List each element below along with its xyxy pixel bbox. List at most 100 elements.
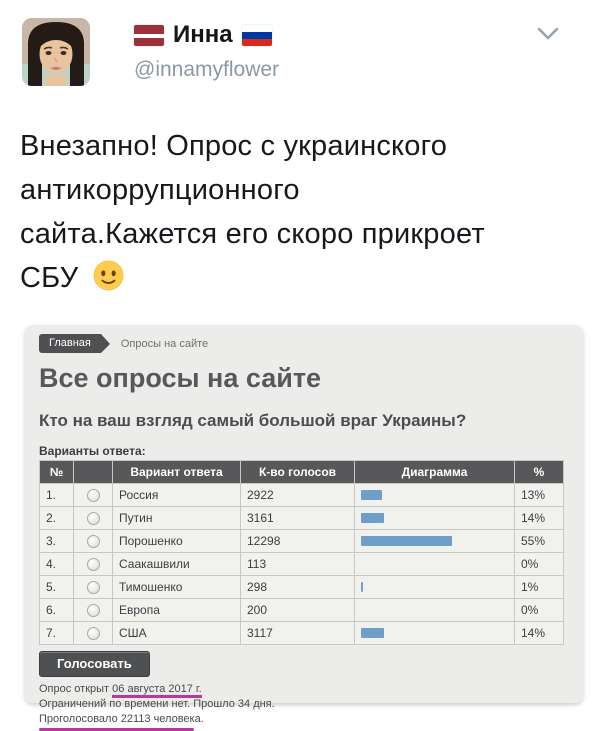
row-number: 7. xyxy=(39,621,74,645)
poll-opened-prefix: Опрос открыт xyxy=(39,683,113,695)
tweet-text-line: антикоррупционного xyxy=(20,174,300,206)
answers-label: Варианты ответа: xyxy=(39,444,146,458)
answer-radio-cell xyxy=(73,552,113,576)
tweet-text-line: Внезапно! Опрос с украинского xyxy=(20,130,448,162)
answer-radio[interactable] xyxy=(86,558,100,572)
percent-label: 14% xyxy=(514,621,564,645)
answer-option-label: Европа xyxy=(112,598,241,622)
header-diagram: Диаграмма xyxy=(354,460,515,484)
diagram-cell xyxy=(354,483,515,507)
vote-bar xyxy=(361,490,382,500)
answer-radio-cell xyxy=(73,529,113,553)
tweet-header: Инна @innamyflower xyxy=(22,18,584,92)
user-handle[interactable]: @innamyflower xyxy=(134,58,280,81)
header-option: Вариант ответа xyxy=(112,460,241,484)
vote-button[interactable]: Голосовать xyxy=(39,651,150,677)
percent-label: 14% xyxy=(514,506,564,530)
answer-option-label: Тимошенко xyxy=(112,575,241,599)
percent-label: 0% xyxy=(514,598,564,622)
table-row: 5. Тимошенко 298 1% xyxy=(39,575,564,599)
vote-bar xyxy=(361,582,363,592)
tweet-text: Внезапно! Опрос с украинского антикорруп… xyxy=(20,124,590,304)
answer-radio[interactable] xyxy=(86,535,100,549)
breadcrumb-home[interactable]: Главная xyxy=(39,334,110,353)
answer-radio[interactable] xyxy=(86,604,100,618)
answer-option-label: США xyxy=(112,621,241,645)
answer-radio[interactable] xyxy=(86,627,100,641)
percent-label: 13% xyxy=(514,483,564,507)
votes-count: 12298 xyxy=(240,529,355,553)
table-row: 3. Порошенко 12298 55% xyxy=(39,529,564,553)
row-number: 2. xyxy=(39,506,74,530)
vote-bar xyxy=(361,513,384,523)
avatar-portrait xyxy=(22,18,90,86)
table-row: 2. Путин 3161 14% xyxy=(39,506,564,530)
answer-option-label: Саакашвили xyxy=(112,552,241,576)
poll-total-line: Проголосовало 22113 человека. xyxy=(39,713,204,725)
percent-label: 1% xyxy=(514,575,564,599)
row-number: 1. xyxy=(39,483,74,507)
answer-radio[interactable] xyxy=(86,489,100,503)
slightly-smiling-face-emoji xyxy=(93,260,124,304)
poll-table: № Вариант ответа К-во голосов Диаграмма … xyxy=(39,460,564,645)
poll-question: Кто на ваш взгляд самый большой враг Укр… xyxy=(39,411,467,430)
poll-opened-line: Опрос открыт 06 августа 2017 г. xyxy=(39,682,583,698)
header-num: № xyxy=(39,460,74,484)
display-name[interactable]: Инна xyxy=(173,21,233,48)
answer-radio-cell xyxy=(73,575,113,599)
avatar[interactable] xyxy=(22,18,90,86)
answer-option-label: Путин xyxy=(112,506,241,530)
table-row: 6. Европа 200 0% xyxy=(39,598,564,622)
answer-radio-cell xyxy=(73,621,113,645)
breadcrumb: Главная Опросы на сайте xyxy=(39,334,583,353)
diagram-cell xyxy=(354,575,515,599)
vote-bar xyxy=(361,628,384,638)
header-percent: % xyxy=(514,460,564,484)
percent-label: 0% xyxy=(514,552,564,576)
diagram-cell xyxy=(354,621,515,645)
answer-radio-cell xyxy=(73,483,113,507)
answer-radio[interactable] xyxy=(86,512,100,526)
answer-option-label: Порошенко xyxy=(112,529,241,553)
embedded-poll-screenshot[interactable]: Главная Опросы на сайте Все опросы на са… xyxy=(25,325,583,731)
latvia-flag-icon xyxy=(134,24,164,46)
votes-count: 298 xyxy=(240,575,355,599)
page-title: Все опросы на сайте xyxy=(39,363,322,393)
votes-count: 2922 xyxy=(240,483,355,507)
poll-footer: Опрос открыт 06 августа 2017 г. Ограниче… xyxy=(39,682,583,731)
header-radio xyxy=(73,460,113,484)
votes-count: 3161 xyxy=(240,506,355,530)
diagram-cell xyxy=(354,506,515,530)
tweet-text-line: СБУ xyxy=(20,256,590,304)
diagram-cell xyxy=(354,529,515,553)
table-row: 7. США 3117 14% xyxy=(39,621,564,645)
table-row: 1. Россия 2922 13% xyxy=(39,483,564,507)
row-number: 6. xyxy=(39,598,74,622)
answer-radio[interactable] xyxy=(86,581,100,595)
russia-flag-icon xyxy=(241,24,272,46)
chevron-down-icon[interactable] xyxy=(536,26,560,42)
poll-duration-line: Ограничений по времени нет. Прошло 34 дн… xyxy=(39,698,275,710)
poll-table-header-row: № Вариант ответа К-во голосов Диаграмма … xyxy=(39,460,564,484)
votes-count: 113 xyxy=(240,552,355,576)
diagram-cell xyxy=(354,552,515,576)
votes-count: 200 xyxy=(240,598,355,622)
table-row: 4. Саакашвили 113 0% xyxy=(39,552,564,576)
poll-opened-date: 06 августа 2017 г. xyxy=(112,683,202,698)
row-number: 4. xyxy=(39,552,74,576)
breadcrumb-section: Опросы на сайте xyxy=(120,337,209,350)
votes-count: 3117 xyxy=(240,621,355,645)
answer-radio-cell xyxy=(73,506,113,530)
answer-radio-cell xyxy=(73,598,113,622)
percent-label: 55% xyxy=(514,529,564,553)
diagram-cell xyxy=(354,598,515,622)
tweet-text-last-words: СБУ xyxy=(20,262,79,294)
answer-option-label: Россия xyxy=(112,483,241,507)
row-number: 5. xyxy=(39,575,74,599)
header-votes: К-во голосов xyxy=(240,460,355,484)
row-number: 3. xyxy=(39,529,74,553)
vote-bar xyxy=(361,536,452,546)
tweet-text-line: сайта.Кажется его скоро прикроет xyxy=(20,218,485,250)
name-row: Инна xyxy=(134,18,272,52)
poll-table-body: 1. Россия 2922 13% 2. Путин 3161 14% 3. Порошенко… xyxy=(39,483,564,645)
